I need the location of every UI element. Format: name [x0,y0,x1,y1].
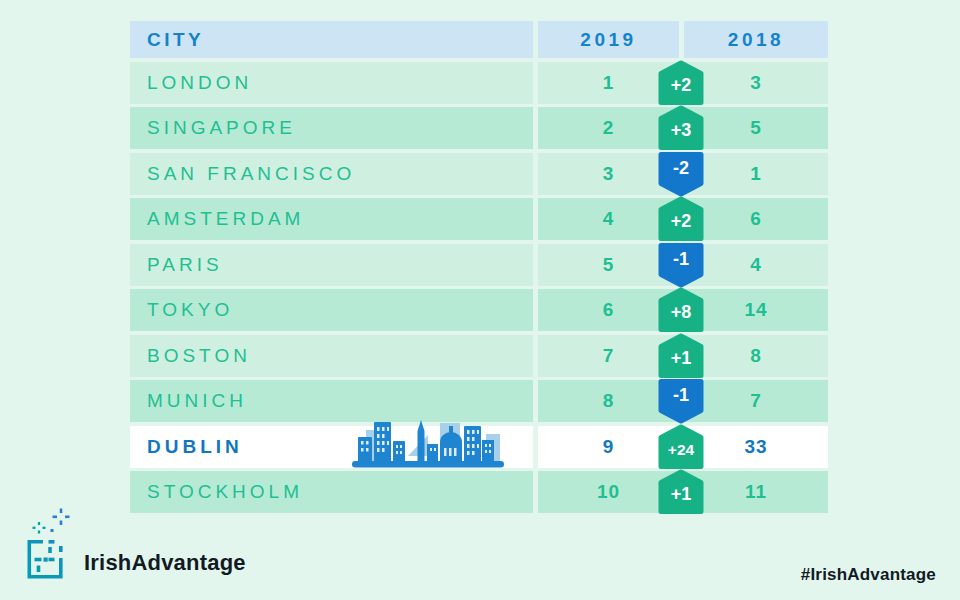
table-row: TOKYO 6 14 +8 [130,289,828,331]
rank-change-value: +1 [671,348,692,368]
table-row: LONDON 1 3 +2 [130,62,828,104]
city-name: SINGAPORE [147,117,296,139]
rank-change-badge-up: +1 [658,333,704,379]
city-cell: TOKYO [130,289,533,331]
rank-2018-value: 14 [744,299,767,321]
table-row: BOSTON 7 8 +1 [130,335,828,377]
header-city-cell: CITY [130,21,533,58]
city-name: PARIS [147,254,223,276]
city-ranking-table: CITY 2019 2018 LONDON 1 3 +2 [130,21,828,517]
rank-2018-value: 7 [750,390,762,412]
brand-name: IrishAdvantage [84,550,246,576]
rank-change-badge-down: -2 [658,151,704,197]
rank-change-value: +24 [668,441,695,458]
table-row: AMSTERDAM 4 6 +2 [130,198,828,240]
table-row: SAN FRANCISCO 3 1 -2 [130,153,828,195]
rank-2018-cell: 5 [684,107,828,149]
city-cell: SAN FRANCISCO [130,153,533,195]
rank-change-value: +2 [671,75,692,95]
rank-change-badge-up: +1 [658,469,704,515]
rank-2019-value: 1 [603,72,615,94]
rank-2018-cell: 7 [684,380,828,422]
header-2019-cell: 2019 [538,21,679,58]
rank-change-value: +2 [671,211,692,231]
table-row: DUBLIN [130,426,828,468]
dublin-skyline-illustration [352,420,504,468]
table-row: SINGAPORE 2 5 +3 [130,107,828,149]
city-cell: DUBLIN [130,426,533,468]
rank-change-badge-down: -1 [658,378,704,424]
city-cell: LONDON [130,62,533,104]
rank-change-badge-up: +3 [658,105,704,151]
rank-change-badge-down: -1 [658,242,704,288]
rank-2019-value: 5 [603,254,615,276]
city-name: STOCKHOLM [147,481,303,503]
rank-change-value: +8 [671,302,692,322]
header-city-label: CITY [147,29,204,51]
rank-2018-value: 5 [750,117,762,139]
city-cell: BOSTON [130,335,533,377]
rank-2018-cell: 4 [684,244,828,286]
city-name: AMSTERDAM [147,208,304,230]
city-name: DUBLIN [147,436,243,458]
city-cell: STOCKHOLM [130,471,533,513]
rank-change-value: -2 [673,158,689,178]
rank-2018-cell: 11 [684,471,828,513]
rank-2018-cell: 6 [684,198,828,240]
rank-2018-value: 4 [750,254,762,276]
rank-2018-cell: 14 [684,289,828,331]
rank-2018-cell: 33 [684,426,828,468]
rank-change-value: -1 [673,249,689,269]
rank-change-value: -1 [673,385,689,405]
city-name: SAN FRANCISCO [147,163,355,185]
rank-2019-value: 10 [597,481,620,503]
header-2018-label: 2018 [728,29,784,51]
rank-2018-value: 1 [750,163,762,185]
rank-change-value: +3 [671,120,692,140]
rank-2018-cell: 3 [684,62,828,104]
table-row: STOCKHOLM 10 11 +1 [130,471,828,513]
city-cell: MUNICH [130,380,533,422]
rank-2019-value: 9 [603,436,615,458]
city-cell: AMSTERDAM [130,198,533,240]
city-name: LONDON [147,72,252,94]
rank-change-value: +1 [671,484,692,504]
city-name: TOKYO [147,299,233,321]
rank-2018-value: 11 [745,481,767,503]
table-header-row: CITY 2019 2018 [130,21,828,58]
city-name: BOSTON [147,345,251,367]
rank-2018-value: 6 [750,208,762,230]
city-cell: SINGAPORE [130,107,533,149]
hashtag: #IrishAdvantage [801,565,936,585]
rank-2018-cell: 8 [684,335,828,377]
rank-2019-value: 7 [603,345,615,367]
rank-2018-value: 33 [744,436,767,458]
table-row: MUNICH 8 7 -1 [130,380,828,422]
rank-change-badge-up: +24 [658,424,704,470]
header-2018-cell: 2018 [684,21,828,58]
rank-2019-value: 4 [603,208,615,230]
rank-change-badge-up: +8 [658,287,704,333]
rank-change-badge-up: +2 [658,60,704,106]
rank-2018-cell: 1 [684,153,828,195]
header-2019-label: 2019 [580,29,636,51]
table-row: PARIS 5 4 -1 [130,244,828,286]
city-name: MUNICH [147,390,247,412]
rank-2018-value: 8 [750,345,762,367]
rank-2019-value: 8 [603,390,615,412]
rank-change-badge-up: +2 [658,196,704,242]
rank-2018-value: 3 [750,72,762,94]
city-cell: PARIS [130,244,533,286]
rank-2019-value: 3 [603,163,615,185]
rank-2019-value: 6 [603,299,615,321]
infographic-canvas: CITY 2019 2018 LONDON 1 3 +2 [0,0,960,600]
rank-2019-value: 2 [603,117,615,139]
